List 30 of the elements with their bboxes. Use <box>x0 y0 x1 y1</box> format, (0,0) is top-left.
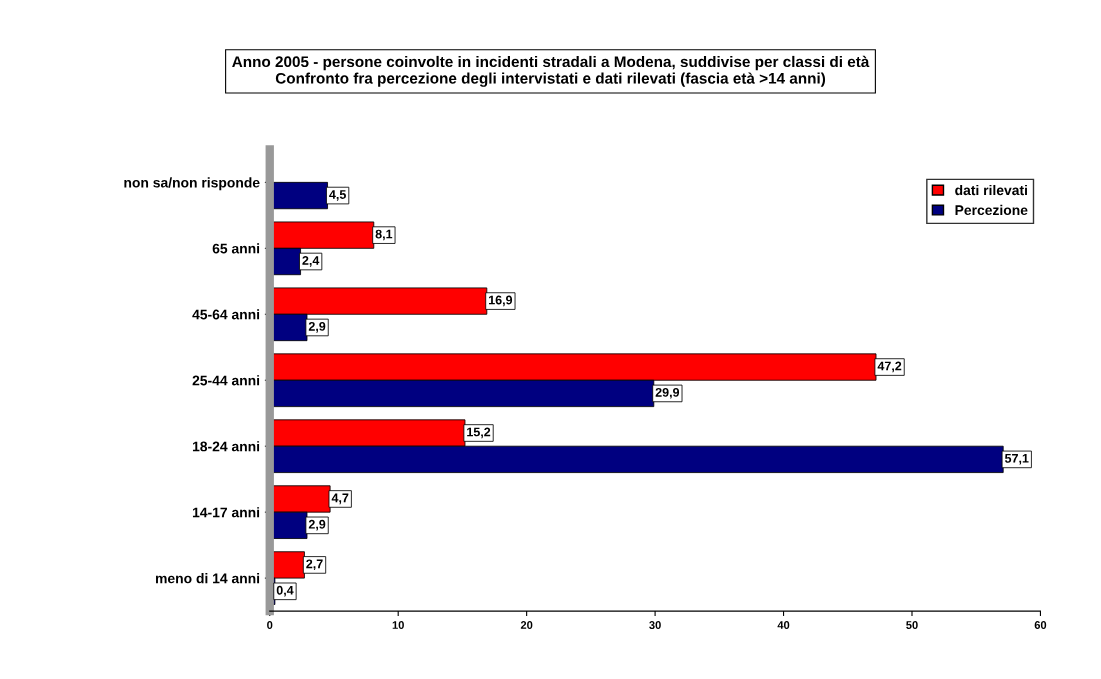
legend-label: dati rilevati <box>955 184 1027 196</box>
x-tick-label: 20 <box>520 621 533 629</box>
data-label: 4,7 <box>331 493 349 505</box>
data-label: 4,5 <box>329 190 346 201</box>
y-tick-label: meno di 14 anni <box>155 573 260 584</box>
x-tick-label: 40 <box>777 621 790 629</box>
chart-title: Anno 2005 - persone coinvolte in incidenti stradali a Modena, suddivise per classi di età Confronto fra percezione degli intervistati e dati rilevati (fascia età >14 anni) <box>232 55 870 87</box>
y-tick-label: non sa/non risponde <box>124 177 260 191</box>
data-label: 2,9 <box>308 321 326 333</box>
x-tick-label: 10 <box>392 621 404 629</box>
data-label: 57,1 <box>1004 454 1029 465</box>
y-tick-label: 45-64 anni <box>192 309 260 320</box>
x-tick-label: 0 <box>267 621 273 629</box>
data-label: 29,9 <box>655 387 680 399</box>
y-tick-label: 65 anni <box>212 243 260 254</box>
data-label: 8,1 <box>375 229 393 241</box>
data-label: 15,2 <box>467 427 491 439</box>
x-tick-label: 30 <box>649 621 661 629</box>
y-tick-label: 25-44 anni <box>192 375 260 386</box>
data-label: 2,4 <box>302 256 320 267</box>
x-tick-label: 60 <box>1034 621 1047 629</box>
x-tick-label: 50 <box>906 621 918 629</box>
data-label: 0,4 <box>276 585 294 597</box>
data-label: 2,7 <box>306 559 323 571</box>
y-tick-label: 18-24 anni <box>192 441 260 452</box>
data-label: 2,9 <box>308 519 326 531</box>
data-label: 16,9 <box>489 295 513 307</box>
legend-label: Percezione <box>955 204 1028 216</box>
data-label: 47,2 <box>877 361 902 373</box>
y-tick-label: 14-17 anni <box>192 507 260 518</box>
